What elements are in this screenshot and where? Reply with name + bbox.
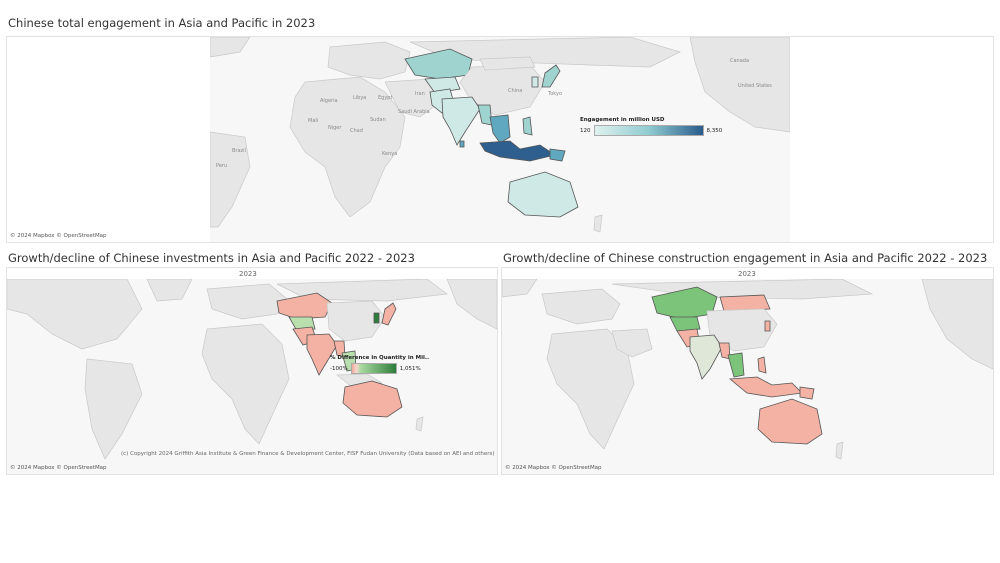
- greenland-region: [146, 279, 193, 302]
- map3-panel: 2023 © 2024 Mapbox © OpenStreetMap: [501, 267, 994, 475]
- myanmar-shape[interactable]: [477, 104, 493, 126]
- city-label-mali: Mali: [308, 118, 318, 124]
- middle-east-region: [384, 78, 441, 118]
- map1-credit: © 2024 Mapbox © OpenStreetMap: [10, 233, 107, 239]
- map1-canvas[interactable]: China Tokyo Algeria Chad Niger Egypt Mal…: [210, 37, 790, 242]
- map2-canvas[interactable]: [7, 279, 497, 474]
- map2-title: Growth/decline of Chinese investments in…: [8, 251, 415, 265]
- korea-shape[interactable]: [531, 76, 539, 88]
- japan-shape[interactable]: [381, 302, 397, 326]
- north-america-region: [689, 37, 790, 133]
- map2-legend-max: 1,051%: [399, 365, 421, 372]
- map3-year: 2023: [738, 270, 756, 278]
- india-shape[interactable]: [689, 334, 723, 380]
- city-label-kenya: Kenya: [382, 151, 397, 157]
- central-asia-shape[interactable]: [669, 316, 701, 332]
- south-america-region: [210, 131, 251, 228]
- map1-legend: Engagement in million USD 120 8,350: [580, 117, 722, 136]
- map1-legend-max: 8,350: [706, 127, 723, 134]
- greenland-region: [210, 37, 251, 58]
- middle-east-region: [611, 328, 653, 358]
- city-label-iran: Iran: [415, 91, 425, 97]
- north-america-region: [7, 279, 143, 350]
- indochina-shape[interactable]: [727, 352, 745, 378]
- mongolia-shape[interactable]: [719, 294, 771, 312]
- city-label-brazil: Brazil: [232, 148, 246, 154]
- map2-legend-title: % Difference in Quantity in Mil..: [330, 355, 430, 361]
- australia-shape[interactable]: [342, 380, 403, 418]
- map1-panel: China Tokyo Algeria Chad Niger Egypt Mal…: [6, 36, 994, 243]
- africa-region: [201, 323, 290, 445]
- korea-shape[interactable]: [373, 312, 380, 324]
- city-label-peru: Peru: [216, 163, 227, 169]
- china-region: [326, 300, 386, 342]
- city-label-chad: Chad: [350, 128, 363, 134]
- map1-title: Chinese total engagement in Asia and Pac…: [8, 16, 316, 30]
- map3-credit: © 2024 Mapbox © OpenStreetMap: [505, 465, 602, 471]
- city-label-china: China: [508, 88, 522, 94]
- map2-panel: 2023 % Difference in Quantity in Mil..: [6, 267, 498, 475]
- central-asia-shape[interactable]: [424, 76, 461, 94]
- india-shape[interactable]: [441, 96, 481, 146]
- korea-shape[interactable]: [764, 320, 771, 332]
- europe-region: [327, 41, 411, 80]
- sri-lanka-shape[interactable]: [459, 140, 465, 148]
- map1-legend-min: 120: [580, 127, 591, 134]
- map2-credit: © 2024 Mapbox © OpenStreetMap: [10, 465, 107, 471]
- map1-legend-gradient: [593, 125, 704, 136]
- mongolia-region: [479, 56, 536, 71]
- india-shape[interactable]: [306, 333, 338, 376]
- city-label-libya: Libya: [353, 95, 366, 101]
- map2-legend: % Difference in Quantity in Mil.. -100% …: [330, 355, 429, 374]
- map2-legend-gradient: [350, 363, 397, 374]
- africa-region: [289, 76, 406, 218]
- map3-canvas[interactable]: [502, 279, 993, 474]
- kazakhstan-shape[interactable]: [276, 292, 333, 320]
- indonesia-shape[interactable]: [479, 140, 556, 162]
- greenland-region: [502, 279, 538, 298]
- map2-copyright: (c) Copyright 2024 Griffith Asia Institu…: [121, 451, 495, 457]
- alaska-region: [446, 279, 497, 330]
- australia-shape[interactable]: [507, 171, 579, 218]
- map2-year: 2023: [239, 270, 257, 278]
- indochina-shape[interactable]: [489, 114, 511, 144]
- png-shape[interactable]: [799, 386, 815, 400]
- city-label-saudi-arabia: Saudi Arabia: [398, 109, 430, 115]
- new-zealand-region: [415, 416, 424, 432]
- map3-title: Growth/decline of Chinese construction e…: [503, 251, 988, 265]
- europe-region: [206, 283, 288, 320]
- australia-shape[interactable]: [757, 398, 823, 445]
- map1-legend-title: Engagement in million USD: [580, 117, 665, 123]
- png-shape[interactable]: [549, 148, 566, 162]
- city-label-tokyo: Tokyo: [547, 91, 562, 97]
- city-label-united-states: United States: [738, 83, 772, 89]
- map2-legend-min: -100%: [330, 365, 348, 372]
- china-region: [459, 64, 546, 116]
- city-label-sudan: Sudan: [370, 117, 386, 123]
- philippines-shape[interactable]: [522, 116, 533, 136]
- philippines-shape[interactable]: [757, 356, 767, 374]
- city-label-algeria: Algeria: [320, 98, 338, 104]
- indonesia-shape[interactable]: [728, 376, 803, 398]
- new-zealand-region: [835, 441, 844, 460]
- north-america-region: [921, 279, 993, 370]
- city-label-canada: Canada: [730, 58, 749, 64]
- europe-region: [541, 288, 621, 325]
- japan-shape[interactable]: [541, 64, 561, 88]
- city-label-egypt: Egypt: [378, 95, 392, 101]
- south-america-region: [84, 358, 143, 460]
- new-zealand-region: [593, 214, 603, 233]
- city-label-niger: Niger: [328, 125, 342, 131]
